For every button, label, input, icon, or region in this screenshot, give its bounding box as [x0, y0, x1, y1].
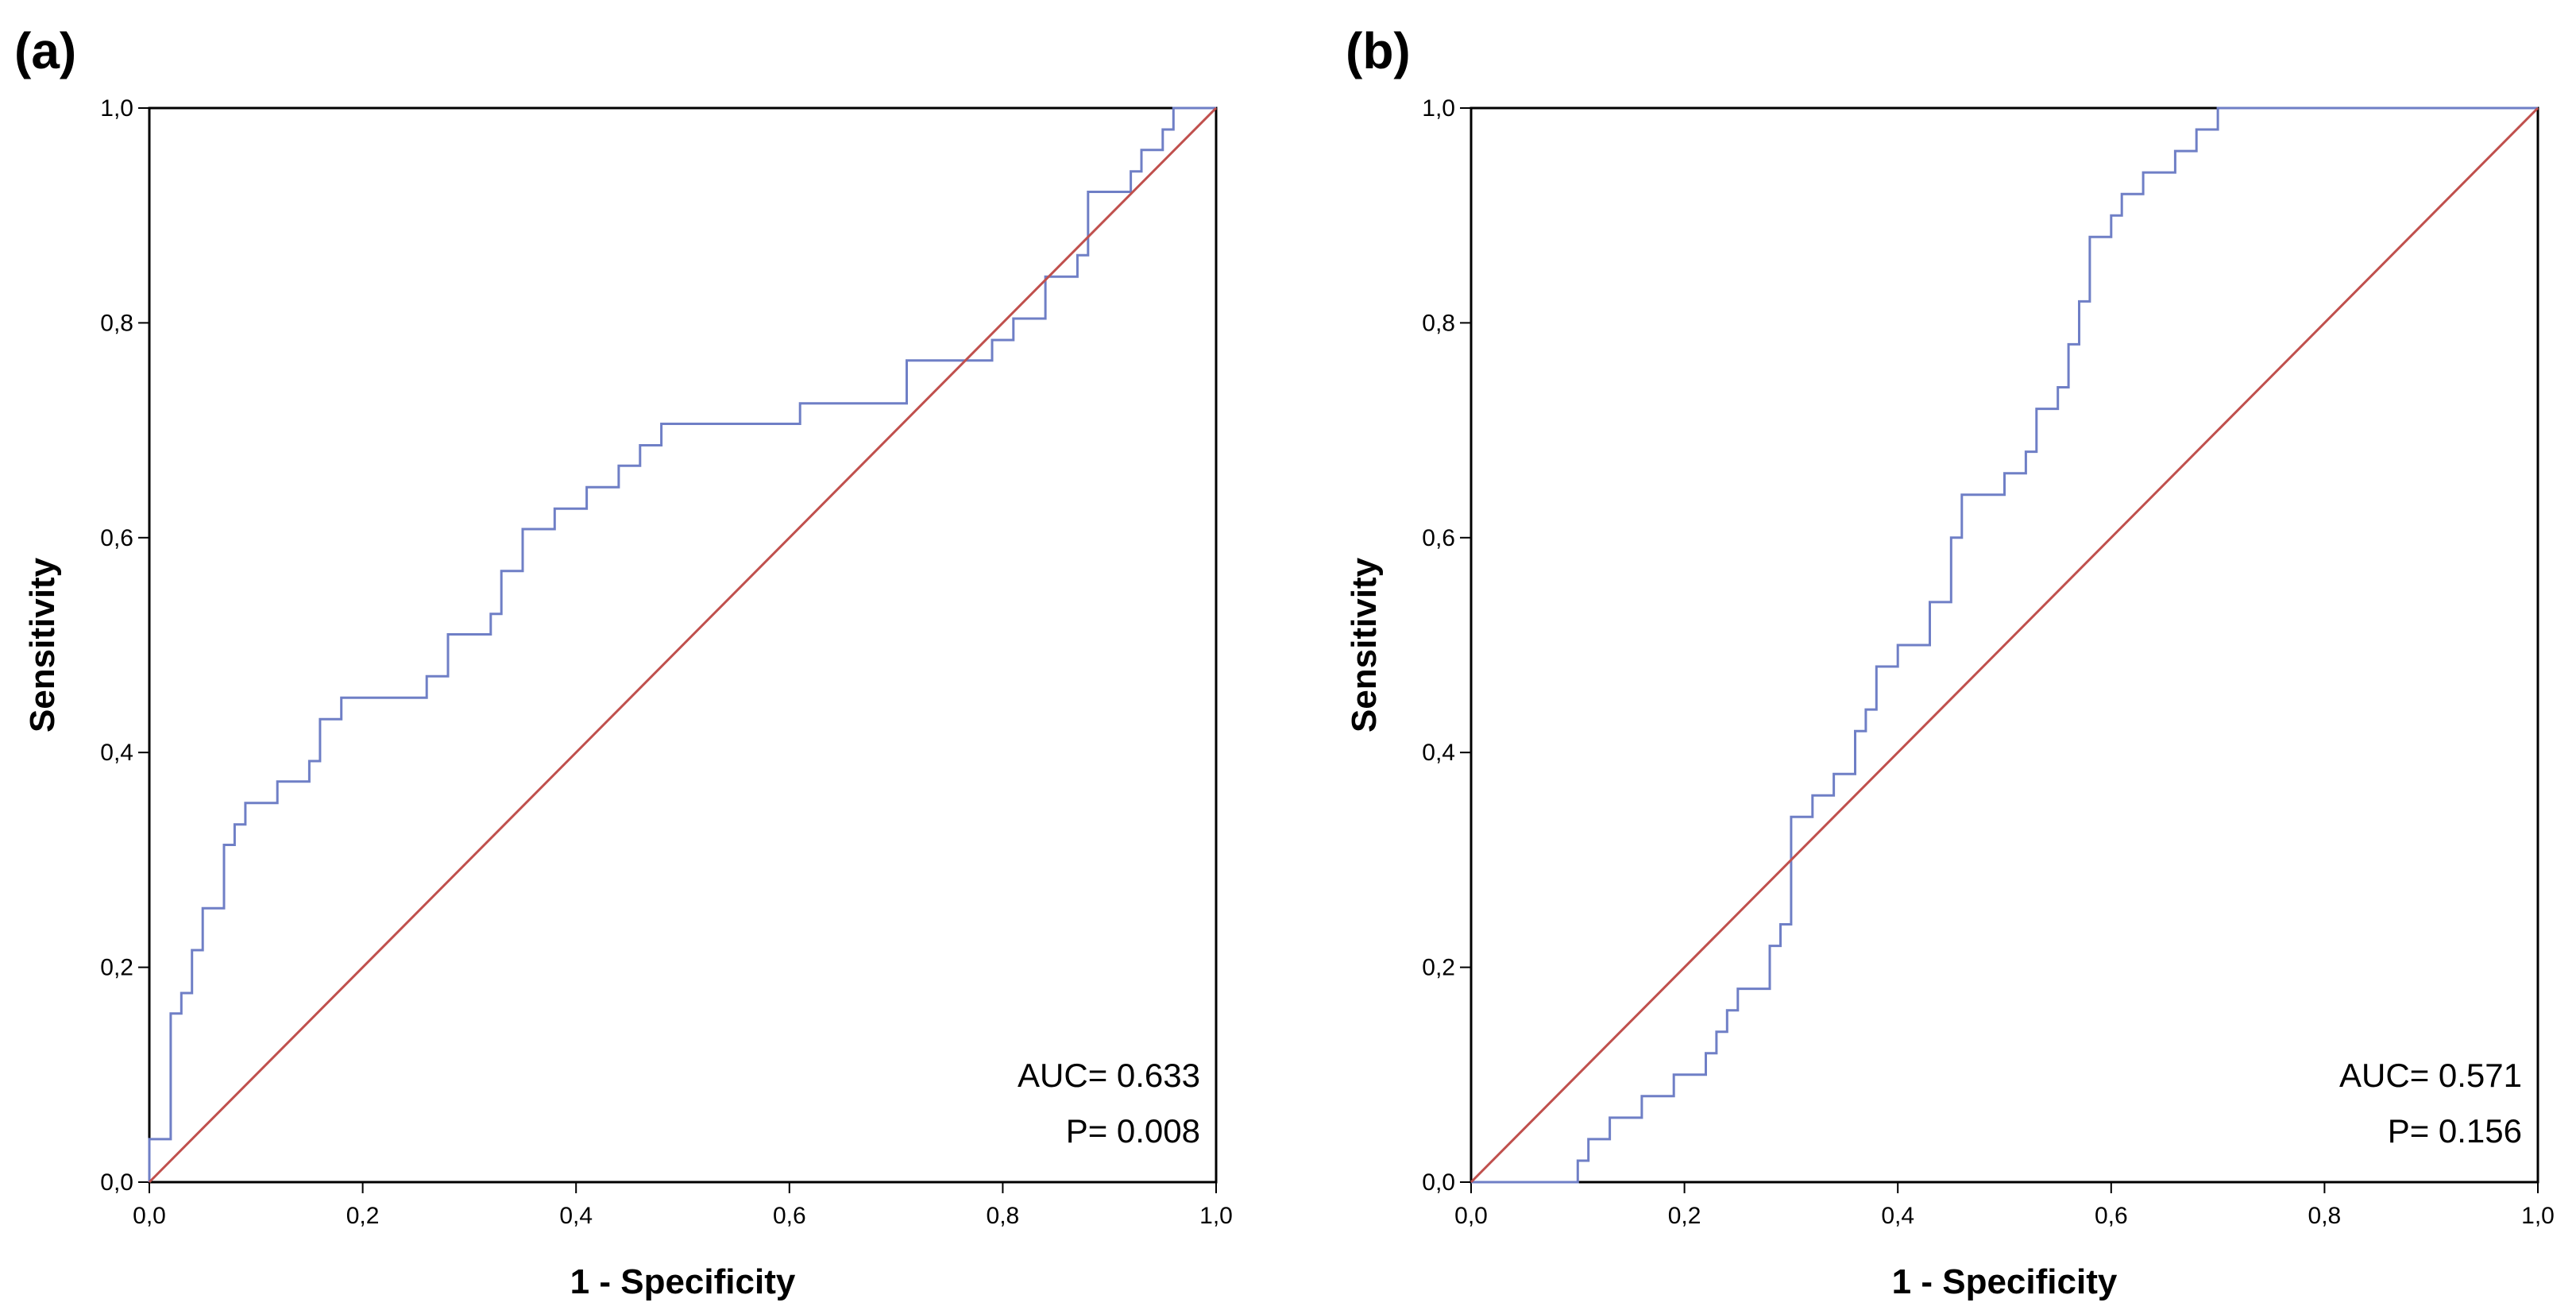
x-axis-title: 1 - Specificity	[1892, 1262, 2118, 1301]
reference-line	[1470, 106, 2539, 1184]
y-tick-label: 0,2	[1422, 955, 1455, 981]
x-tick-label: 0,8	[987, 1203, 1020, 1229]
p-value-annotation: P= 0.156	[2388, 1112, 2522, 1150]
x-axis-title: 1 - Specificity	[570, 1262, 796, 1301]
y-tick-label: 0,2	[100, 955, 133, 981]
y-tick-label: 0,0	[100, 1169, 133, 1196]
roc-panel-a: (a) 0,00,0 0,2 0,2 0,4 0,4 0,6 0,6 0,8 0,8 1,0 1,0 1…	[14, 22, 1233, 1301]
x-tick-label: 0,4	[559, 1203, 593, 1229]
x-tick-label: 0,6	[2095, 1203, 2128, 1229]
plot-frame	[1470, 106, 2539, 1184]
roc-curve	[148, 106, 1216, 1182]
y-tick-label: 0,4	[1422, 740, 1455, 766]
x-tick-label: 0,0	[1454, 1203, 1488, 1229]
y-tick-label: 0,8	[1422, 310, 1455, 336]
y-axis-title: Sensitivity	[1345, 557, 1384, 732]
y-tick-label: 1,0	[1422, 95, 1455, 122]
x-tick-label: 0,8	[2308, 1203, 2342, 1229]
reference-line	[148, 106, 1218, 1184]
x-tick-label: 0,2	[1668, 1203, 1701, 1229]
p-value-annotation: P= 0.008	[1066, 1112, 1200, 1150]
x-tick-label: 0,2	[346, 1203, 380, 1229]
x-tick-label: 1,0	[2521, 1203, 2555, 1229]
y-tick-label: 0,8	[100, 310, 133, 336]
y-axis-title: Sensitivity	[23, 557, 62, 732]
roc-panel-b: (b) 0,0 0,0 0,2 0,2 0,4 0,4 0,6 0,6 0,8 0,8 1,0 1,0 1…	[1345, 22, 2555, 1301]
panel-label: (a)	[14, 22, 76, 79]
y-tick-label: 0,6	[1422, 525, 1455, 551]
auc-annotation: AUC= 0.633	[1018, 1057, 1200, 1094]
y-tick-label: 0,0	[1422, 1169, 1455, 1196]
x-tick-label: 0,0	[133, 1203, 166, 1229]
y-tick-label: 0,4	[100, 740, 133, 766]
x-tick-label: 0,4	[1881, 1203, 1914, 1229]
roc-curve	[1471, 106, 2538, 1184]
x-tick-label: 0,6	[773, 1203, 806, 1229]
y-tick-label: 1,0	[100, 95, 133, 122]
x-tick-label: 1,0	[1199, 1203, 1233, 1229]
plot-frame	[148, 106, 1218, 1184]
panel-label: (b)	[1346, 22, 1411, 79]
auc-annotation: AUC= 0.571	[2339, 1057, 2522, 1094]
y-tick-label: 0,6	[100, 525, 133, 551]
